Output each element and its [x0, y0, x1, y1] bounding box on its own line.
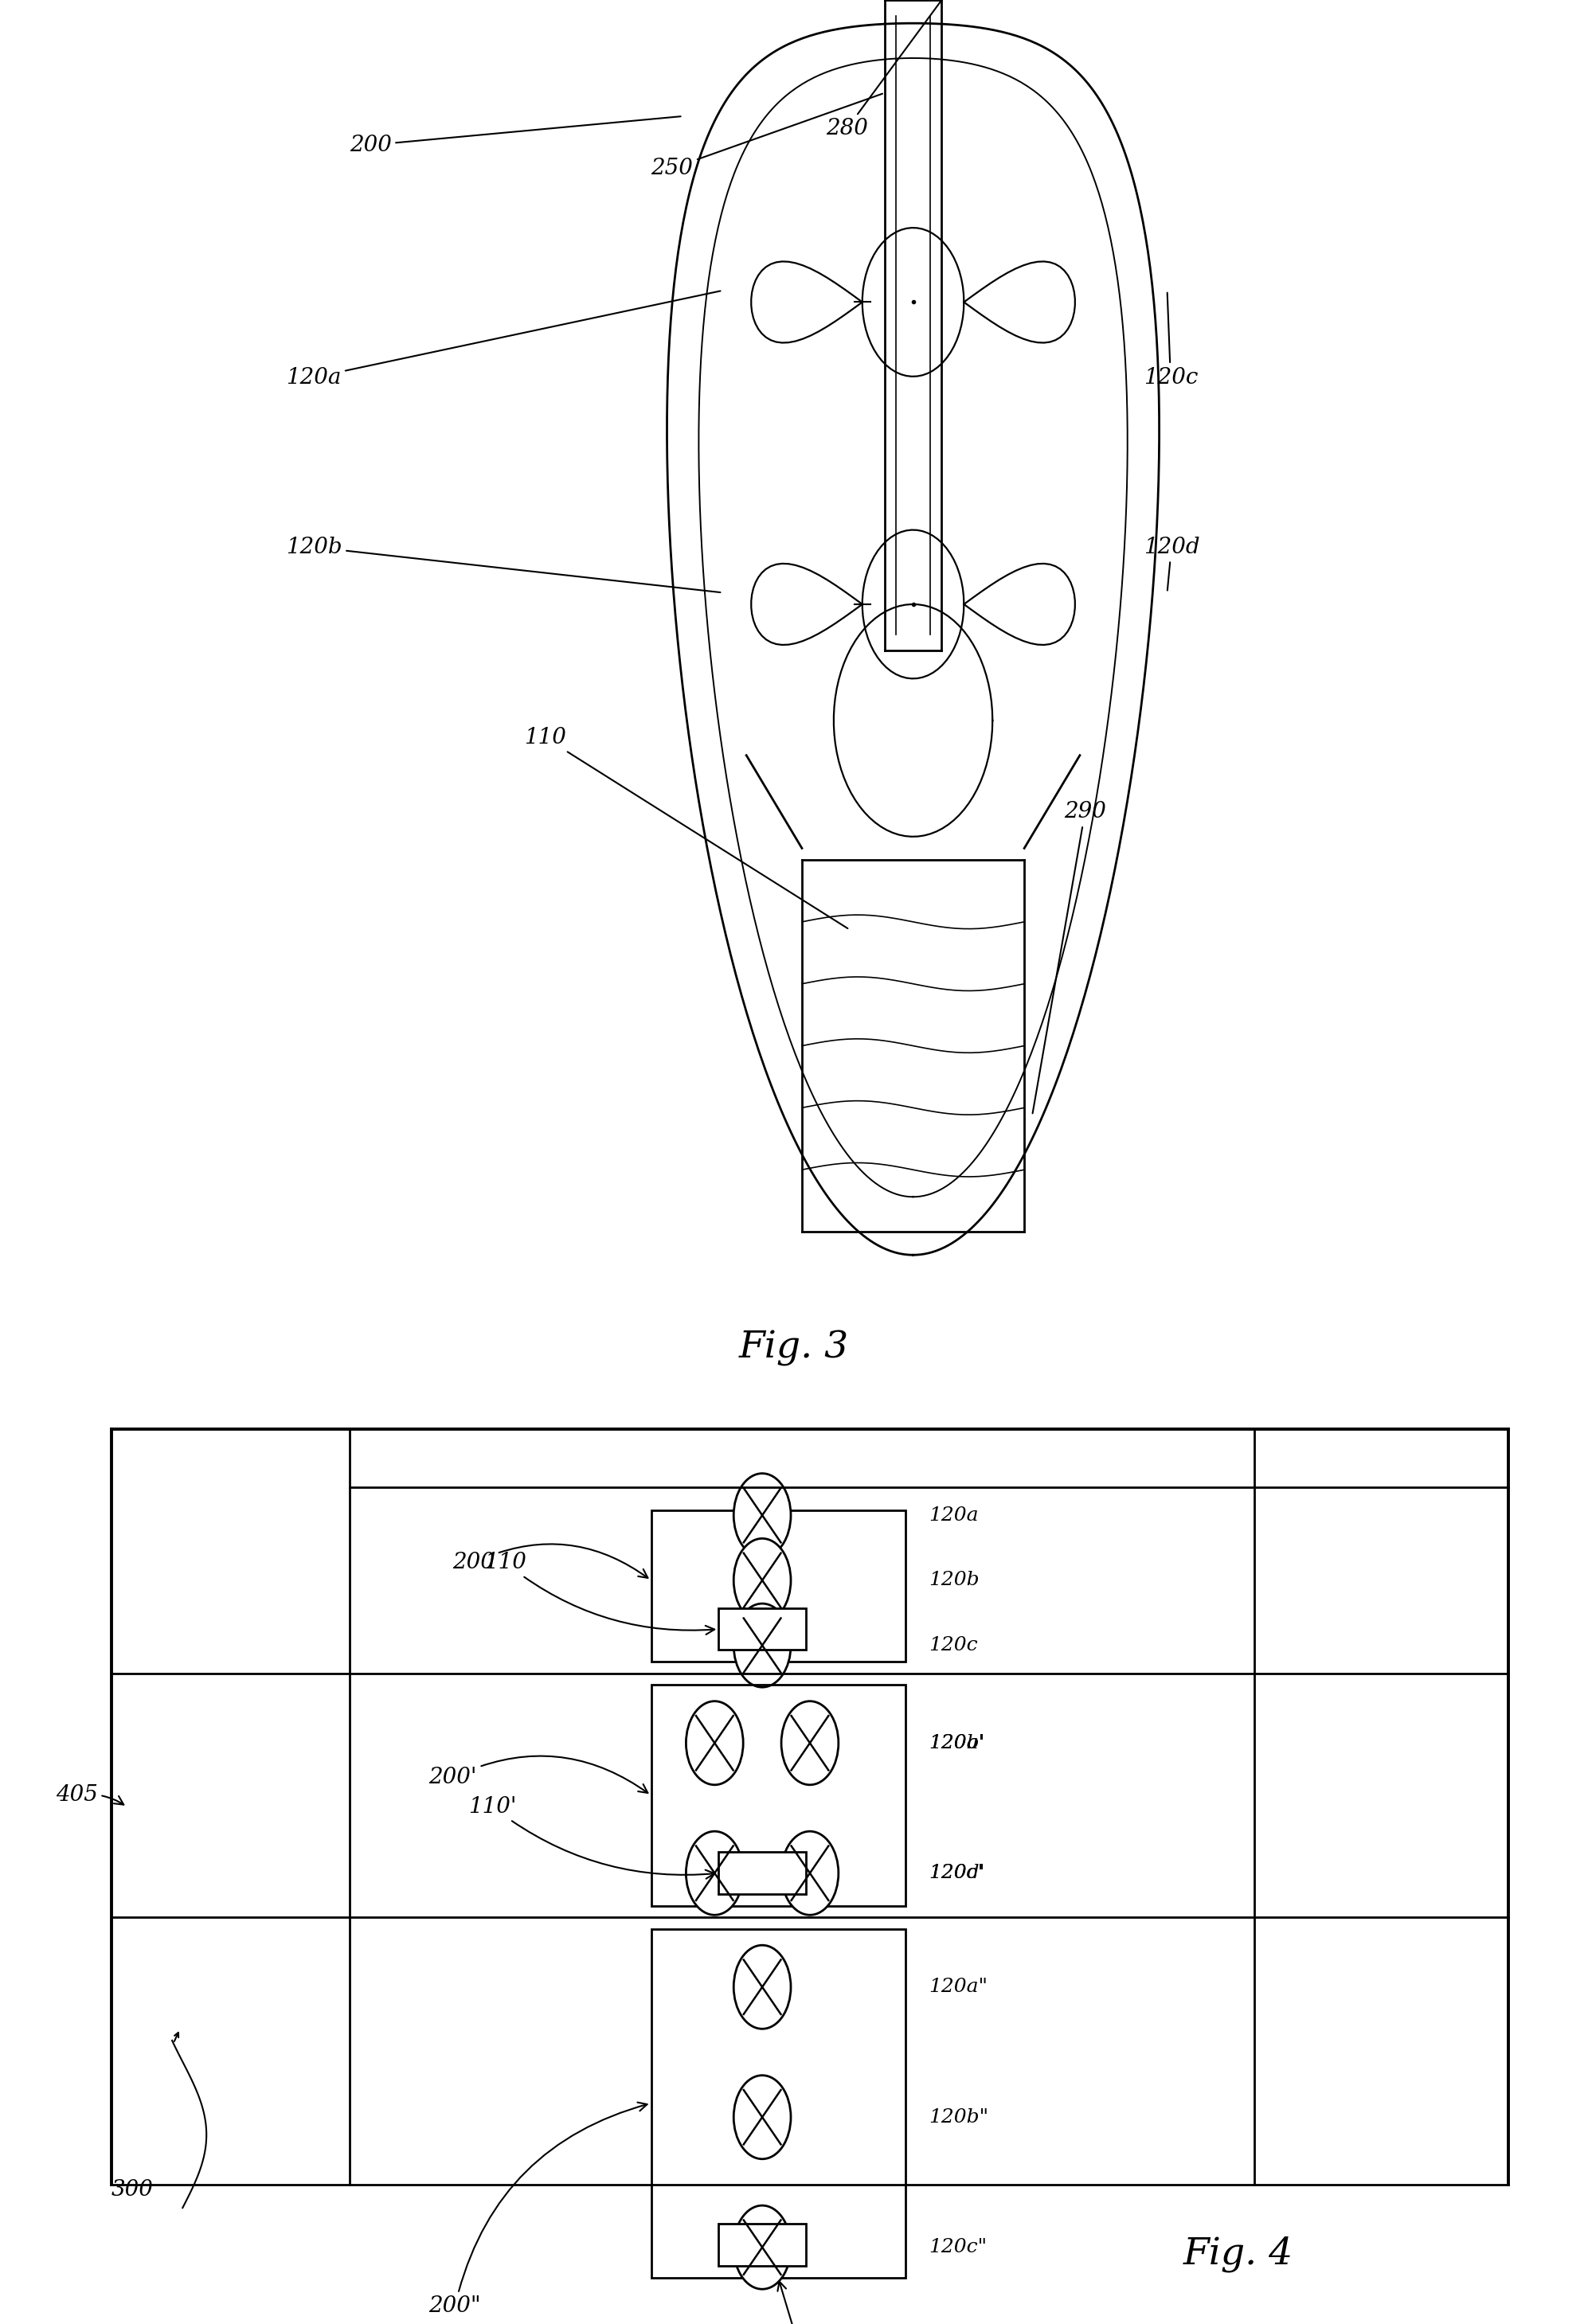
Text: 120d': 120d' — [929, 1864, 985, 1882]
Text: 120b: 120b — [929, 1571, 980, 1590]
Text: 120b': 120b' — [929, 1734, 985, 1752]
Text: 120a: 120a — [286, 290, 721, 388]
Text: 250: 250 — [651, 93, 883, 179]
Circle shape — [734, 1473, 791, 1557]
Text: 290: 290 — [1032, 802, 1107, 1113]
Text: 120b": 120b" — [929, 2108, 989, 2126]
Text: 200": 200" — [429, 2103, 648, 2317]
Text: Fig. 3: Fig. 3 — [738, 1329, 850, 1367]
Bar — [651, 1685, 905, 1906]
Circle shape — [686, 1701, 743, 1785]
Text: 200': 200' — [429, 1757, 648, 1792]
Text: Fig. 4: Fig. 4 — [1183, 2236, 1294, 2273]
Text: 120c: 120c — [1143, 293, 1197, 388]
Text: 110: 110 — [524, 727, 848, 927]
Circle shape — [734, 1538, 791, 1622]
Bar — [718, 2224, 805, 2266]
Text: 120c": 120c" — [929, 2238, 988, 2257]
Bar — [718, 1608, 805, 1650]
Text: 120a": 120a" — [929, 1978, 988, 1996]
Text: 120b: 120b — [286, 537, 721, 593]
Text: 120d: 120d — [1143, 537, 1199, 590]
Text: 110": 110" — [778, 2282, 831, 2324]
Text: 280: 280 — [826, 2, 940, 139]
Bar — [718, 1852, 805, 1894]
Text: 405: 405 — [56, 1785, 124, 1806]
Text: 200: 200 — [349, 116, 681, 156]
Circle shape — [781, 1831, 838, 1915]
Text: 120a': 120a' — [929, 1734, 985, 1752]
Text: 110': 110' — [468, 1796, 715, 1878]
Text: 300: 300 — [111, 2180, 154, 2201]
Bar — [651, 1929, 905, 2278]
Text: 110: 110 — [484, 1552, 715, 1634]
Circle shape — [734, 2205, 791, 2289]
Circle shape — [734, 1604, 791, 1687]
Circle shape — [686, 1831, 743, 1915]
Text: 120c': 120c' — [929, 1864, 983, 1882]
Bar — [651, 1511, 905, 1662]
Circle shape — [734, 2075, 791, 2159]
Text: 120a: 120a — [929, 1506, 978, 1525]
Circle shape — [781, 1701, 838, 1785]
Text: 120c: 120c — [929, 1636, 978, 1655]
Circle shape — [734, 1945, 791, 2029]
Text: 200: 200 — [453, 1543, 648, 1578]
